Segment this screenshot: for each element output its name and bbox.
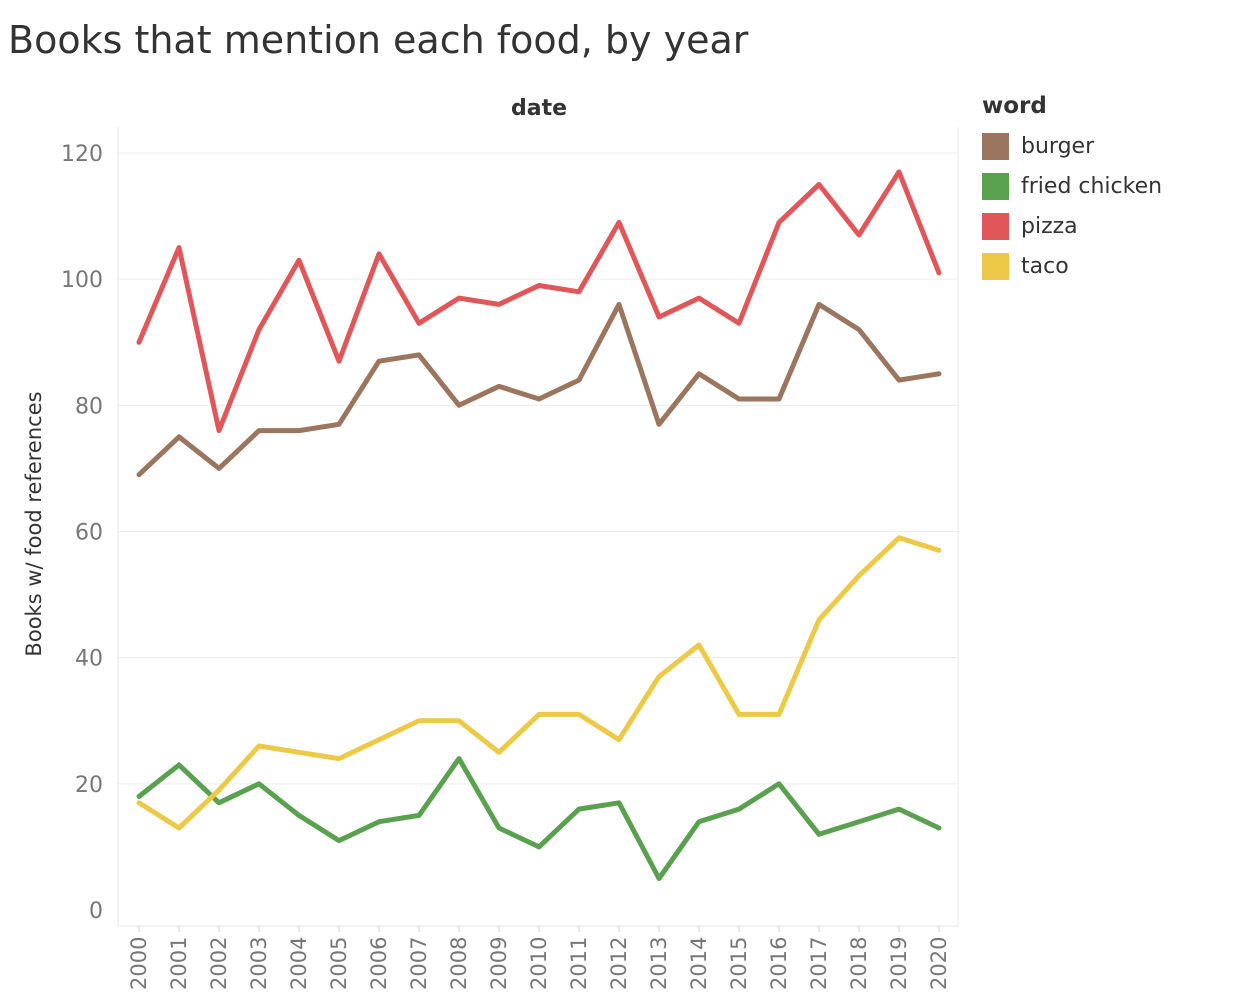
legend-item-burger: burger: [982, 126, 1162, 166]
x-tick-label: 2000: [127, 937, 151, 990]
legend-swatch: [982, 132, 1009, 160]
x-tick-label: 2002: [207, 937, 231, 990]
series-line-pizza: [136, 169, 942, 434]
x-tick-label: 2013: [647, 937, 671, 990]
x-tick-label: 2010: [527, 937, 551, 990]
series-line-fried-chicken: [136, 756, 942, 881]
legend-label: pizza: [1021, 213, 1078, 239]
y-tick-label: 100: [61, 268, 103, 293]
x-tick-label: 2012: [607, 937, 631, 990]
legend-label: fried chicken: [1021, 173, 1163, 199]
x-tick-label: 2004: [287, 937, 311, 990]
legend-item-fried-chicken: fried chicken: [982, 166, 1162, 206]
axes: [117, 127, 959, 932]
x-tick-label: 2007: [407, 937, 431, 990]
legend-swatch: [982, 252, 1009, 280]
y-tick-label: 80: [75, 394, 103, 419]
x-tick-label: 2011: [567, 937, 591, 990]
x-tick-label: 2003: [247, 937, 271, 990]
x-header-label: date: [511, 96, 567, 121]
x-tick-label: 2017: [807, 937, 831, 990]
x-tick-label: 2001: [167, 937, 191, 990]
legend-item-pizza: pizza: [982, 206, 1162, 246]
x-tick-label: 2018: [847, 937, 871, 990]
legend-label: burger: [1021, 133, 1095, 159]
x-tick-label: 2005: [327, 937, 351, 990]
legend-title: word: [982, 93, 1047, 119]
y-tick-label: 40: [75, 647, 103, 672]
y-tick-label: 20: [75, 773, 103, 798]
legend-swatch: [982, 172, 1009, 200]
x-tick-label: 2009: [487, 937, 511, 990]
x-tick-label: 2019: [887, 937, 911, 990]
x-tick-label: 2020: [927, 937, 951, 990]
axis-labels: 0 20 40 60 80 100 120 2000 2001 2002 2003 2004 2005 2…: [22, 96, 951, 990]
series-line-burger: [136, 301, 942, 478]
y-tick-label: 60: [75, 521, 103, 546]
x-tick-label: 2016: [767, 937, 791, 990]
y-tick-label: 0: [89, 899, 103, 924]
series-lines: [136, 169, 942, 881]
legend-label: taco: [1021, 253, 1069, 279]
gridlines: [118, 152, 958, 785]
legend: word burger fried chicken pizza taco: [982, 93, 1162, 286]
x-tick-label: 2015: [727, 937, 751, 990]
series-line-taco: [136, 535, 942, 831]
legend-swatch: [982, 212, 1009, 240]
x-tick-label: 2014: [687, 937, 711, 990]
y-axis-title: Books w/ food references: [22, 391, 46, 656]
legend-item-taco: taco: [982, 246, 1162, 286]
x-tick-label: 2006: [367, 937, 391, 990]
x-tick-label: 2008: [447, 937, 471, 990]
y-tick-label: 120: [61, 142, 103, 167]
chart-title: Books that mention each food, by year: [8, 18, 749, 62]
